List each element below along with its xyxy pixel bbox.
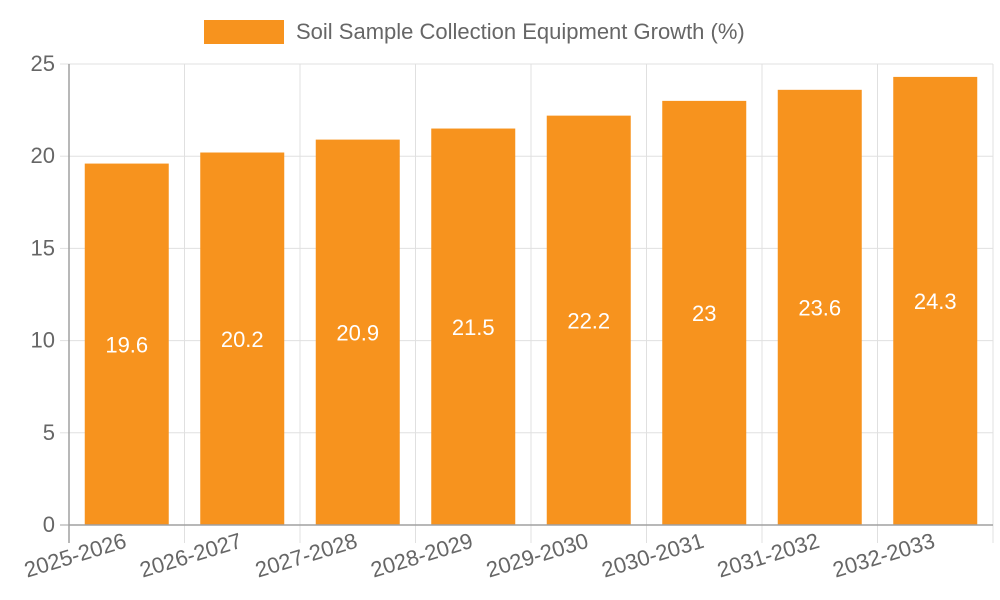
bar[interactable] bbox=[431, 128, 516, 526]
bar-value-label: 20.2 bbox=[221, 327, 264, 352]
bar-value-label: 22.2 bbox=[567, 308, 610, 333]
x-tick-label: 2026-2027 bbox=[137, 528, 245, 583]
bar-value-labels: 19.6 20.2 20.9 21.5 22.2 23 23.6 24.3 bbox=[105, 289, 956, 357]
bar[interactable] bbox=[893, 76, 978, 526]
bar-value-label: 20.9 bbox=[336, 320, 379, 345]
y-tick-label: 5 bbox=[43, 420, 55, 445]
bar[interactable] bbox=[84, 163, 169, 526]
bar-value-label: 24.3 bbox=[914, 289, 957, 314]
bar[interactable] bbox=[546, 115, 631, 525]
x-tick-label: 2025-2026 bbox=[21, 528, 129, 583]
y-tick-label: 0 bbox=[43, 512, 55, 537]
bar[interactable] bbox=[315, 139, 400, 525]
bar[interactable] bbox=[200, 152, 285, 525]
y-axis-labels: 0 5 10 15 20 25 bbox=[31, 51, 55, 537]
bar-value-label: 19.6 bbox=[105, 332, 148, 357]
y-tick-label: 15 bbox=[31, 235, 55, 260]
legend-label: Soil Sample Collection Equipment Growth … bbox=[296, 19, 745, 44]
x-tick-label: 2028-2029 bbox=[368, 528, 476, 583]
x-tick-label: 2027-2028 bbox=[252, 528, 360, 583]
x-tick-label: 2032-2033 bbox=[830, 528, 938, 583]
y-tick-label: 20 bbox=[31, 143, 55, 168]
bar-value-label: 23.6 bbox=[798, 295, 841, 320]
y-tick-label: 25 bbox=[31, 51, 55, 76]
bar-value-label: 21.5 bbox=[452, 315, 495, 340]
x-tick-label: 2030-2031 bbox=[599, 528, 707, 583]
chart-legend[interactable]: Soil Sample Collection Equipment Growth … bbox=[204, 19, 745, 45]
x-tick-label: 2031-2032 bbox=[714, 528, 822, 583]
axes bbox=[68, 64, 993, 543]
bar[interactable] bbox=[777, 89, 862, 525]
x-axis-labels: 2025-2026 2026-2027 2027-2028 2028-2029 2029… bbox=[21, 528, 937, 583]
legend-swatch bbox=[204, 20, 284, 44]
y-tick-label: 10 bbox=[31, 328, 55, 353]
bar[interactable] bbox=[662, 100, 747, 525]
bar-value-label: 23 bbox=[692, 301, 716, 326]
x-tick-label: 2029-2030 bbox=[483, 528, 591, 583]
bars bbox=[84, 76, 978, 526]
